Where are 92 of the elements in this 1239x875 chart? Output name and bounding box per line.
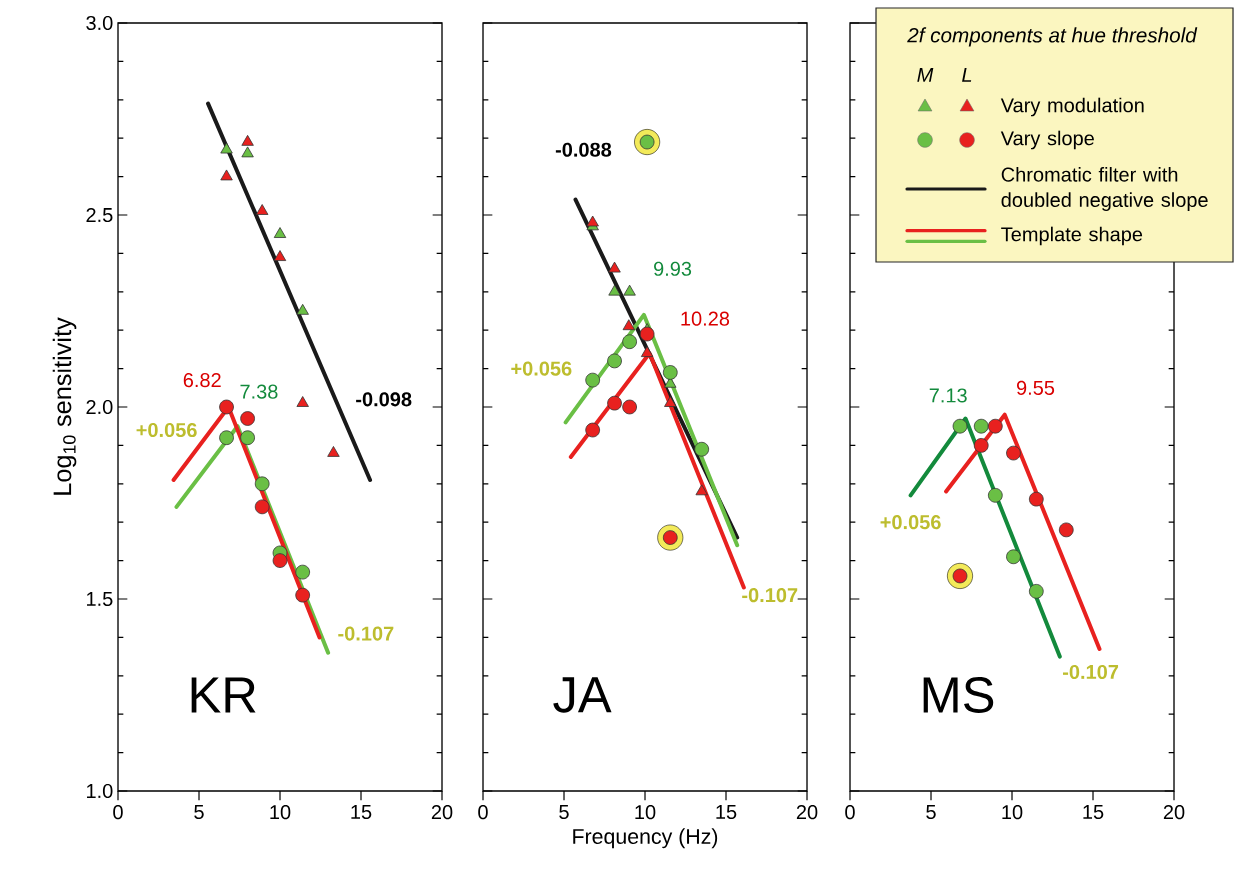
- x-tick-label: 10: [270, 805, 291, 820]
- point: [607, 395, 622, 411]
- x-tick-label: 15: [716, 805, 737, 819]
- point: [295, 564, 311, 580]
- point: [608, 284, 621, 296]
- annotation: 9.93: [654, 261, 692, 276]
- y-tick-label: 1.0: [87, 783, 113, 799]
- annotation: -0.088: [555, 142, 612, 157]
- point: [254, 499, 270, 515]
- point: [256, 204, 269, 215]
- point: [695, 484, 708, 496]
- point: [987, 487, 1003, 503]
- point: [219, 399, 234, 415]
- point: [273, 250, 287, 261]
- x-tick-label: 15: [351, 805, 372, 819]
- point: [973, 418, 989, 434]
- x-tick-label: 20: [1163, 805, 1185, 820]
- point: [220, 142, 233, 154]
- x-tick-label: 20: [431, 805, 453, 820]
- annotation: 9.55: [1016, 380, 1055, 395]
- annotation: KR: [191, 677, 256, 713]
- legend-label: Vary slope: [1000, 130, 1094, 150]
- point: [254, 476, 270, 492]
- annotation: +0.056: [511, 361, 572, 376]
- point: [623, 284, 636, 296]
- point: [662, 365, 678, 380]
- point: [608, 261, 621, 273]
- annotation: JA: [553, 677, 612, 713]
- y-tick-label: 1.5: [87, 592, 113, 606]
- annotation: L: [962, 68, 972, 82]
- point: [1058, 522, 1074, 538]
- point: [1006, 549, 1021, 565]
- annotation: -0.107: [742, 588, 798, 603]
- point: [272, 553, 288, 568]
- point: [295, 587, 311, 603]
- annotation: 7.38: [240, 384, 278, 399]
- point: [694, 441, 710, 457]
- point: [622, 399, 637, 415]
- annotation: +0.056: [880, 515, 941, 530]
- point: [273, 227, 287, 238]
- x-tick-label: 5: [926, 805, 936, 819]
- point: [240, 430, 255, 446]
- point: [241, 146, 254, 158]
- annotation: MS: [923, 677, 994, 713]
- point: [220, 169, 233, 181]
- legend-label: Vary modulation: [1000, 97, 1144, 117]
- legend-label: Template shape: [1001, 226, 1143, 246]
- point: [622, 334, 637, 350]
- point: [973, 438, 989, 453]
- y-axis-title: Log$_{10}$ sensitivity: [52, 317, 77, 495]
- x-tick-label: 10: [1002, 805, 1023, 820]
- x-tick-label: 5: [559, 805, 569, 819]
- point: [327, 446, 340, 457]
- point: [987, 418, 1003, 434]
- x-axis-title: Frequency (Hz): [573, 828, 718, 849]
- legend-label: Chromatic filter with doubled negative slope: [1001, 167, 1208, 211]
- point: [586, 215, 599, 227]
- annotation: 6.82: [183, 373, 221, 388]
- x-tick-label: 5: [194, 805, 204, 819]
- point: [219, 430, 234, 446]
- annotation: 7.13: [929, 388, 967, 403]
- x-tick-label: 0: [113, 805, 123, 820]
- point: [585, 422, 601, 438]
- y-tick-label: 3.0: [86, 15, 113, 31]
- legend-title: 2f components at hue threshold: [907, 27, 1198, 47]
- point: [952, 418, 968, 434]
- point: [241, 134, 254, 146]
- x-tick-label: 0: [478, 805, 488, 820]
- point: [1028, 491, 1044, 507]
- point: [296, 303, 309, 315]
- annotation: -0.107: [338, 626, 394, 641]
- point: [240, 411, 255, 426]
- annotation: +0.056: [136, 422, 197, 438]
- x-tick-label: 0: [845, 805, 855, 820]
- point: [1006, 445, 1021, 461]
- annotation: -0.107: [1063, 664, 1119, 680]
- x-tick-label: 20: [796, 805, 818, 820]
- y-tick-label: 2.5: [86, 207, 113, 223]
- annotation: M: [917, 68, 934, 82]
- x-tick-label: 15: [1083, 805, 1104, 819]
- x-tick-label: 10: [635, 805, 656, 820]
- point: [622, 319, 635, 331]
- point: [639, 326, 655, 342]
- point: [1028, 583, 1044, 599]
- y-tick-label: 2.0: [86, 399, 113, 415]
- point: [296, 396, 309, 407]
- point: [640, 346, 654, 357]
- point: [664, 396, 677, 407]
- annotation: 10.28: [681, 311, 730, 326]
- annotation: -0.098: [356, 392, 412, 407]
- point: [585, 372, 601, 388]
- point: [607, 353, 622, 369]
